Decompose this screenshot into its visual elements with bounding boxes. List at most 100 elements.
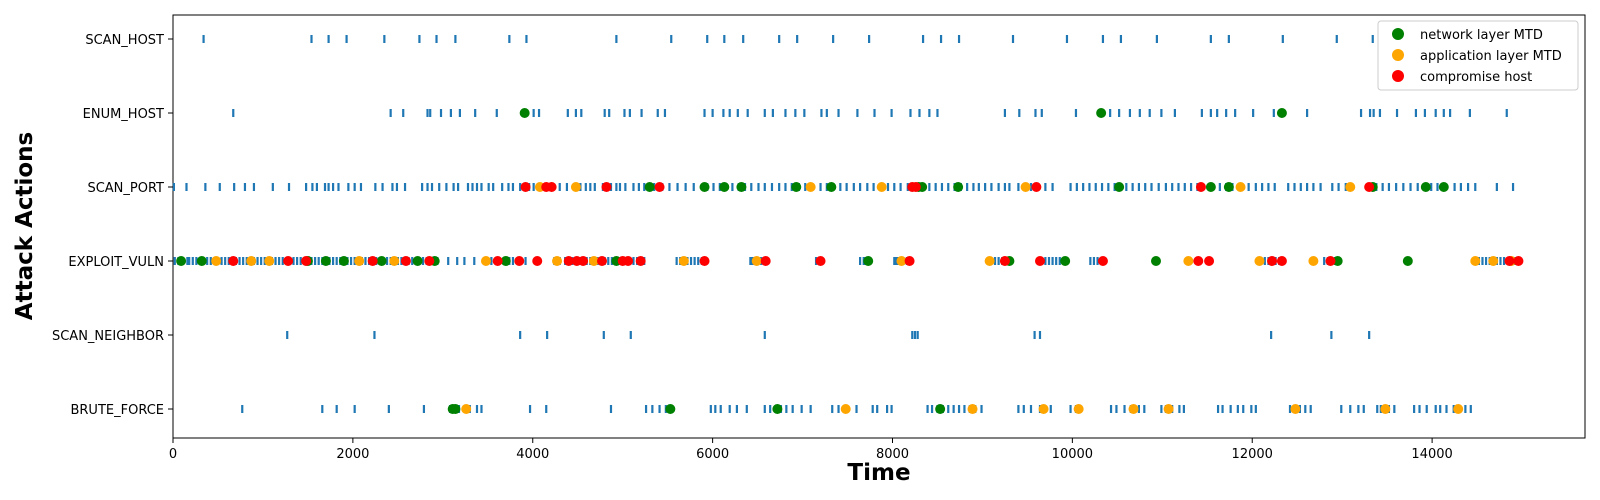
application-event-point [1020, 182, 1031, 192]
legend-box [1377, 20, 1579, 91]
compromise-event-point [367, 256, 378, 266]
compromise-event-point [1325, 256, 1336, 266]
network-event-point [196, 256, 207, 266]
network-event-point [1438, 182, 1449, 192]
application-event-point [1308, 256, 1319, 266]
network-event-point [644, 182, 655, 192]
application-event-point [1345, 182, 1356, 192]
application-event-point [389, 256, 400, 266]
compromise-event-point [563, 256, 574, 266]
x-tick-label: 14000 [1411, 447, 1452, 462]
chart-legend: network layer MTD application layer MTD co… [1377, 20, 1579, 91]
network-event-point [719, 182, 730, 192]
legend-marker-application [1392, 49, 1404, 61]
network-event-point [1096, 108, 1107, 118]
application-event-point [264, 256, 275, 266]
compromise-event-point [635, 256, 646, 266]
application-event-point [1254, 256, 1265, 266]
application-event-point [1488, 256, 1499, 266]
y-tick-label: EXPLOIT_VULN [68, 255, 164, 270]
compromise-event-point [1195, 182, 1206, 192]
network-event-point [1060, 256, 1071, 266]
application-event-point [1235, 182, 1246, 192]
plot-frame [172, 14, 1586, 439]
compromise-event-point [910, 182, 921, 192]
compromise-event-point [1267, 256, 1278, 266]
x-tick-label: 2000 [336, 447, 369, 462]
compromise-event-point [1276, 256, 1287, 266]
compromise-event-point [520, 182, 531, 192]
compromise-event-point [301, 256, 312, 266]
compromise-event-point [1031, 182, 1042, 192]
application-event-point [461, 404, 472, 414]
x-axis-title: Time [847, 460, 910, 486]
application-event-point [588, 256, 599, 266]
event-points [176, 108, 1524, 414]
compromise-event-point [492, 256, 503, 266]
application-event-point [1038, 404, 1049, 414]
network-event-point [1402, 256, 1413, 266]
compromise-event-point [532, 256, 543, 266]
application-event-point [751, 256, 762, 266]
compromise-event-point [999, 256, 1010, 266]
compromise-event-point [1097, 256, 1108, 266]
application-event-point [1470, 256, 1481, 266]
compromise-event-point [578, 256, 589, 266]
compromise-event-point [514, 256, 525, 266]
application-event-point [840, 404, 851, 414]
compromise-event-point [596, 256, 607, 266]
network-event-point [1223, 182, 1234, 192]
compromise-event-point [760, 256, 771, 266]
network-event-point [1276, 108, 1287, 118]
network-event-point [450, 404, 461, 414]
compromise-event-point [654, 182, 665, 192]
compromise-event-point [546, 182, 557, 192]
network-event-point [176, 256, 187, 266]
network-event-point [1205, 182, 1216, 192]
compromise-event-point [283, 256, 294, 266]
compromise-event-point [904, 256, 915, 266]
network-event-point [953, 182, 964, 192]
application-event-point [570, 182, 581, 192]
network-event-point [699, 182, 710, 192]
legend-label-network: network layer MTD [1420, 28, 1543, 43]
network-event-point [826, 182, 837, 192]
application-event-point [480, 256, 491, 266]
legend-marker-network [1392, 28, 1404, 40]
network-event-point [519, 108, 530, 118]
network-event-point [1332, 256, 1343, 266]
legend-label-application: application layer MTD [1420, 49, 1562, 64]
compromise-event-point [1034, 256, 1045, 266]
y-axis-title: Attack Actions [12, 132, 38, 320]
compromise-event-point [1504, 256, 1515, 266]
y-tick-label: SCAN_NEIGHBOR [52, 329, 164, 344]
compromise-event-point [1204, 256, 1215, 266]
application-event-point [1453, 404, 1464, 414]
action-marks [172, 35, 1516, 413]
y-axis: SCAN_HOST ENUM_HOST SCAN_PORT EXPLOIT_VULN S… [52, 33, 173, 418]
application-event-point [1380, 404, 1391, 414]
compromise-event-point [228, 256, 239, 266]
network-event-point [863, 256, 874, 266]
application-event-point [552, 256, 563, 266]
application-event-point [1073, 404, 1084, 414]
application-event-point [967, 404, 978, 414]
x-tick-label: 0 [169, 447, 177, 462]
network-event-point [338, 256, 349, 266]
compromise-event-point [623, 256, 634, 266]
application-event-point [678, 256, 689, 266]
application-event-point [1183, 256, 1194, 266]
compromise-event-point [815, 256, 826, 266]
compromise-event-point [424, 256, 435, 266]
y-tick-label: BRUTE_FORCE [70, 403, 164, 418]
network-event-point [736, 182, 747, 192]
y-tick-label: ENUM_HOST [83, 107, 164, 122]
compromise-event-point [601, 182, 612, 192]
network-event-point [665, 404, 676, 414]
application-event-point [876, 182, 887, 192]
y-tick-label: SCAN_HOST [85, 33, 164, 48]
application-event-point [805, 182, 816, 192]
network-event-point [1151, 256, 1162, 266]
x-tick-label: 12000 [1232, 447, 1273, 462]
